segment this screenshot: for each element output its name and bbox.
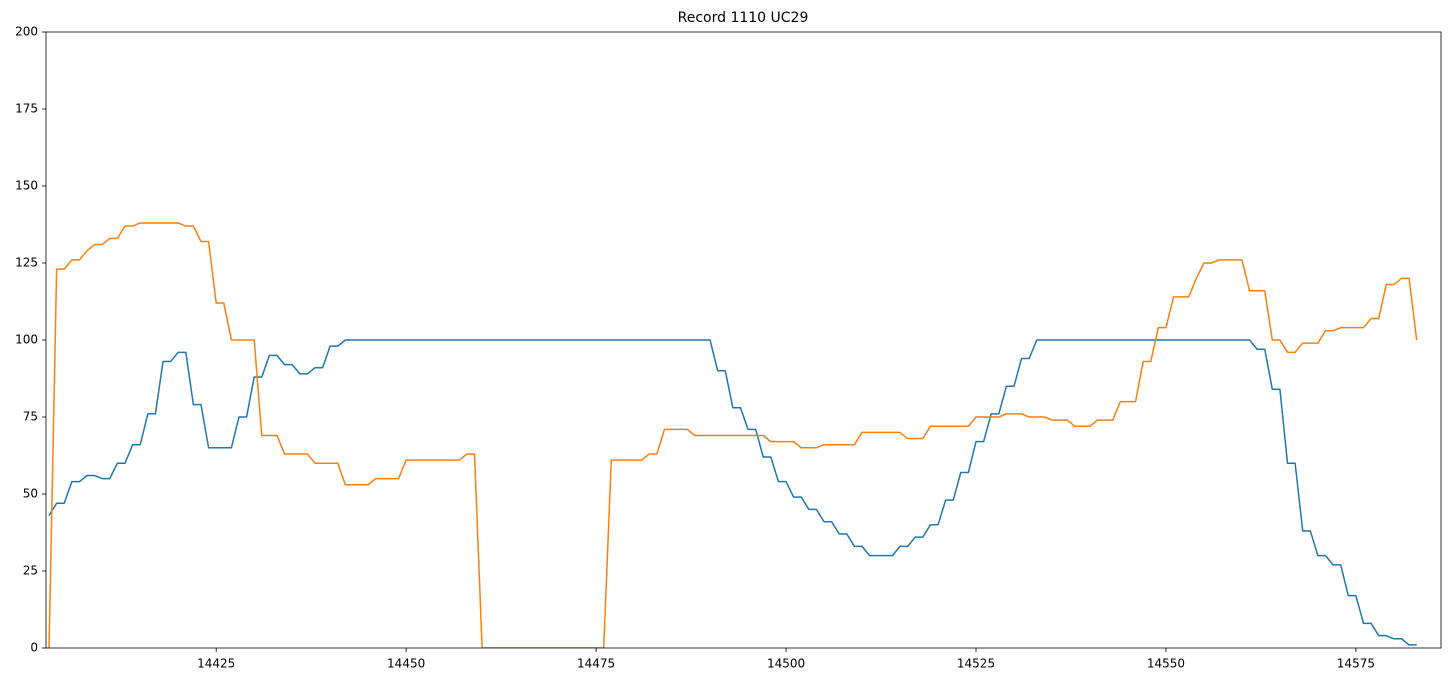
y-tick-label: 25 (23, 564, 38, 578)
y-tick-label: 125 (15, 256, 38, 270)
y-tick-label: 150 (15, 179, 38, 193)
x-tick-label: 14525 (957, 657, 995, 671)
y-tick-label: 0 (30, 641, 38, 655)
x-tick-label: 14425 (197, 657, 235, 671)
y-tick-label: 100 (15, 333, 38, 347)
line-series (48, 339, 1417, 646)
y-tick-label: 175 (15, 102, 38, 116)
chart-title: Record 1110 UC29 (678, 10, 809, 26)
line-series (48, 222, 1418, 648)
x-tick-label: 14475 (577, 657, 615, 671)
y-tick-label: 200 (15, 25, 38, 39)
plot-frame (45, 31, 1442, 649)
x-tick-label: 14575 (1337, 657, 1375, 671)
x-tick-label: 14550 (1147, 657, 1185, 671)
x-tick-label: 14450 (387, 657, 425, 671)
x-tick-label: 14500 (767, 657, 805, 671)
y-tick-label: 50 (23, 487, 38, 501)
y-tick-label: 75 (23, 410, 38, 424)
